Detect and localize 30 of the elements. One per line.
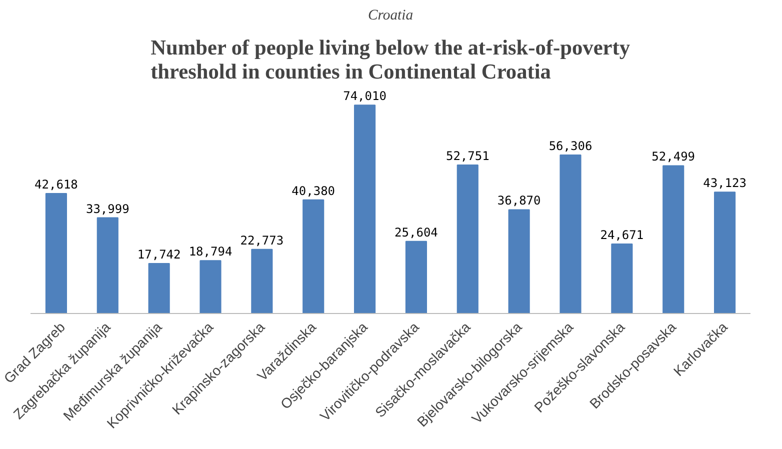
data-label: 25,604 bbox=[394, 225, 438, 240]
data-label: 52,751 bbox=[446, 149, 490, 164]
bar bbox=[714, 192, 736, 314]
bar bbox=[96, 217, 118, 314]
bar bbox=[456, 164, 478, 314]
data-label: 33,999 bbox=[86, 202, 130, 216]
data-label: 74,010 bbox=[343, 89, 386, 104]
bar bbox=[508, 209, 530, 314]
bar bbox=[611, 244, 633, 314]
data-label: 43,123 bbox=[703, 176, 746, 190]
text: Croatia bbox=[368, 8, 414, 24]
bar bbox=[354, 104, 376, 314]
bar bbox=[560, 154, 582, 314]
bar bbox=[200, 260, 222, 314]
data-label: 18,794 bbox=[188, 244, 232, 259]
data-label: 36,870 bbox=[497, 194, 541, 208]
data-label: 40,380 bbox=[292, 184, 336, 198]
bar bbox=[662, 165, 684, 314]
data-label: 56,306 bbox=[548, 139, 592, 153]
data-label: 42,618 bbox=[34, 178, 78, 192]
bar bbox=[45, 193, 67, 314]
bar bbox=[302, 199, 324, 314]
data-label: 22,773 bbox=[240, 233, 284, 248]
bar bbox=[148, 263, 170, 314]
data-label: 17,742 bbox=[137, 248, 181, 262]
bar bbox=[251, 248, 273, 314]
data-label: 52,499 bbox=[652, 150, 696, 164]
bar bbox=[405, 240, 427, 314]
chart-title: Number of people living below the at-risk-of-poverty threshold in counties in Continental Croatia bbox=[150, 36, 630, 84]
data-label: 24,671 bbox=[600, 228, 644, 242]
